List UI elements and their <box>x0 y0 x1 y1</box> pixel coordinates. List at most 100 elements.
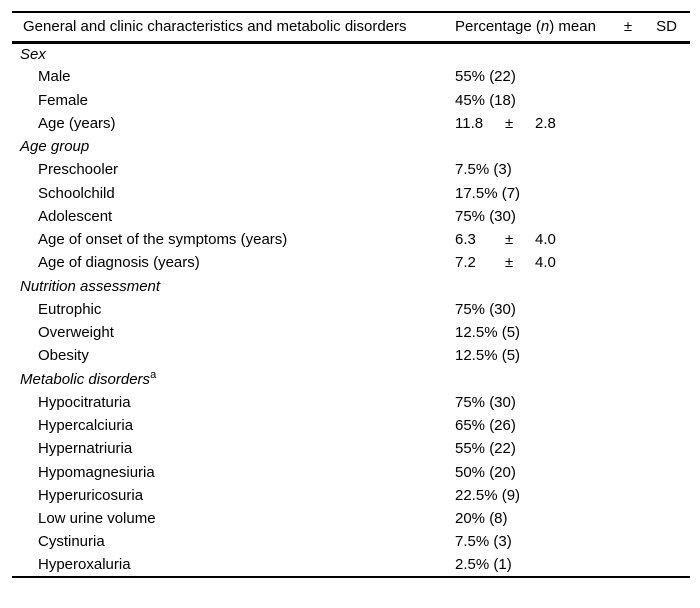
footnote-marker: a <box>150 368 157 381</box>
empty-cell <box>643 182 690 205</box>
empty-cell <box>643 112 690 135</box>
empty-cell <box>613 158 643 181</box>
row-label: Age (years) <box>38 114 116 132</box>
empty-cell <box>613 507 643 530</box>
empty-cell <box>613 461 643 484</box>
item-row: Obesity 12.5% (5) <box>12 344 690 367</box>
row-label: Female <box>38 91 89 109</box>
row-mean-value: 11.8 <box>455 114 484 132</box>
row-percentage-value: 75% (30) <box>455 300 516 318</box>
row-percentage-value: 75% (30) <box>455 393 516 411</box>
row-percentage-value: 45% (18) <box>455 91 516 109</box>
section-label: Nutrition assessment <box>20 277 161 295</box>
item-row: Eutrophic 75% (30) <box>12 298 690 321</box>
empty-cell <box>643 437 690 460</box>
empty-cell <box>643 344 690 367</box>
row-percentage-value: 2.5% (1) <box>455 556 512 574</box>
empty-cell <box>613 251 643 274</box>
item-row: Preschooler 7.5% (3) <box>12 158 690 181</box>
column-header-percentage-mean: Percentage (n) mean <box>455 12 613 42</box>
percentage-prefix: Percentage ( <box>455 18 541 36</box>
empty-cell <box>643 414 690 437</box>
section-row: Age group <box>12 135 690 158</box>
empty-cell <box>643 507 690 530</box>
item-row: Age of onset of the symptoms (years) 6.3 ±… <box>12 228 690 251</box>
row-label: Overweight <box>38 324 114 342</box>
empty-cell <box>613 391 643 414</box>
empty-cell <box>613 554 643 577</box>
row-label: Hypernatriuria <box>38 440 133 458</box>
empty-cell <box>643 205 690 228</box>
section-row: Metabolic disordersa <box>12 368 690 391</box>
row-label: Eutrophic <box>38 300 102 318</box>
row-label: Hyperoxaluria <box>38 556 131 574</box>
section-label: Metabolic disordersa <box>20 368 157 388</box>
empty-cell <box>613 112 643 135</box>
item-row: Schoolchild 17.5% (7) <box>12 182 690 205</box>
row-label: Hypocitraturia <box>38 393 131 411</box>
empty-cell <box>643 158 690 181</box>
row-label: Adolescent <box>38 207 113 225</box>
table-body: Sex Male 55% (22) Female 45% (18) Age (years)… <box>12 42 690 577</box>
item-row: Cystinuria 7.5% (3) <box>12 530 690 553</box>
empty-cell <box>613 89 643 112</box>
row-label: Hypomagnesiuria <box>38 463 155 481</box>
row-percentage-value: 75% (30) <box>455 207 516 225</box>
row-label: Low urine volume <box>38 510 156 528</box>
empty-cell <box>643 530 690 553</box>
row-percentage-value: 55% (22) <box>455 440 516 458</box>
column-header-plus-minus: ± <box>623 18 633 36</box>
percentage-suffix: ) mean <box>549 18 596 36</box>
item-row: Male 55% (22) <box>12 65 690 88</box>
empty-cell <box>643 321 690 344</box>
item-row: Hypercalciuria 65% (26) <box>12 414 690 437</box>
column-header-characteristics: General and clinic characteristics and m… <box>23 18 407 36</box>
section-row: Nutrition assessment <box>12 275 690 298</box>
item-row: Adolescent 75% (30) <box>12 205 690 228</box>
row-percentage-value: 7.5% (3) <box>455 161 512 179</box>
row-sd-value: 4.0 <box>535 254 556 272</box>
item-row: Hyperoxaluria 2.5% (1) <box>12 554 690 577</box>
characteristics-table-wrapper: General and clinic characteristics and m… <box>12 11 691 578</box>
empty-cell <box>643 298 690 321</box>
row-percentage-value: 12.5% (5) <box>455 347 521 365</box>
row-percentage-value: 20% (8) <box>455 510 508 528</box>
row-percentage-value: 55% (22) <box>455 68 516 86</box>
row-label: Age of diagnosis (years) <box>38 254 200 272</box>
item-row: Hypomagnesiuria 50% (20) <box>12 461 690 484</box>
row-percentage-value: 22.5% (9) <box>455 486 521 504</box>
row-label: Hyperuricosuria <box>38 486 144 504</box>
row-percentage-value: 65% (26) <box>455 417 516 435</box>
item-row: Overweight 12.5% (5) <box>12 321 690 344</box>
empty-cell <box>613 205 643 228</box>
n-symbol: n <box>540 18 550 36</box>
plus-minus-symbol: ± <box>505 254 514 272</box>
item-row: Hypernatriuria 55% (22) <box>12 437 690 460</box>
item-row: Age (years) 11.8 ±2.8 <box>12 112 690 135</box>
empty-cell <box>613 414 643 437</box>
empty-cell <box>613 530 643 553</box>
empty-cell <box>643 554 690 577</box>
row-label: Age of onset of the symptoms (years) <box>38 231 288 249</box>
empty-cell <box>613 437 643 460</box>
empty-cell <box>643 484 690 507</box>
item-row: Hyperuricosuria 22.5% (9) <box>12 484 690 507</box>
empty-cell <box>643 391 690 414</box>
item-row: Hypocitraturia 75% (30) <box>12 391 690 414</box>
empty-cell <box>643 228 690 251</box>
row-label: Obesity <box>38 347 89 365</box>
empty-cell <box>613 344 643 367</box>
empty-cell <box>643 461 690 484</box>
row-label: Schoolchild <box>38 184 115 202</box>
column-header-sd: SD <box>656 18 677 36</box>
plus-minus-symbol: ± <box>505 231 514 249</box>
empty-cell <box>613 321 643 344</box>
row-sd-value: 4.0 <box>535 231 556 249</box>
row-label: Hypercalciuria <box>38 417 134 435</box>
section-label: Sex <box>20 45 46 63</box>
row-label: Male <box>38 68 71 86</box>
empty-cell <box>613 484 643 507</box>
row-mean-value: 6.3 <box>455 231 476 249</box>
item-row: Female 45% (18) <box>12 89 690 112</box>
empty-cell <box>643 65 690 88</box>
